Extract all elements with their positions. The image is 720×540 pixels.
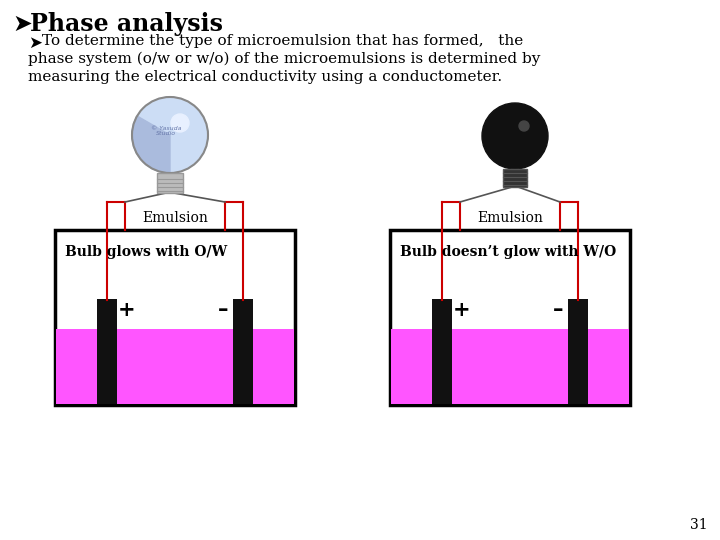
Text: ➤: ➤: [12, 12, 32, 36]
Bar: [432, 299, 452, 404]
Bar: [97, 299, 117, 404]
Bar: [233, 299, 253, 404]
Bar: [157, 173, 183, 193]
Text: measuring the electrical conductivity using a conductometer.: measuring the electrical conductivity us…: [28, 70, 502, 84]
Circle shape: [171, 114, 189, 132]
Text: phase system (o/w or w/o) of the microemulsions is determined by: phase system (o/w or w/o) of the microem…: [28, 52, 541, 66]
Circle shape: [132, 97, 208, 173]
Text: © Yasuda
Studio: © Yasuda Studio: [150, 126, 181, 137]
Bar: [568, 299, 588, 404]
Text: ➤: ➤: [28, 34, 42, 52]
Bar: [55, 230, 295, 405]
Text: Emulsion: Emulsion: [142, 211, 208, 225]
Circle shape: [519, 121, 529, 131]
Text: Bulb glows with O/W: Bulb glows with O/W: [65, 245, 228, 259]
Circle shape: [482, 103, 548, 169]
Bar: [503, 169, 527, 187]
Text: +: +: [453, 300, 471, 320]
Text: +: +: [118, 300, 135, 320]
Bar: [56, 329, 294, 404]
Wedge shape: [132, 116, 170, 173]
Text: –: –: [552, 300, 563, 320]
Text: Phase analysis: Phase analysis: [30, 12, 223, 36]
Text: Bulb doesn’t glow with W/O: Bulb doesn’t glow with W/O: [400, 245, 616, 259]
Text: –: –: [217, 300, 228, 320]
Text: 31: 31: [690, 518, 708, 532]
Text: Emulsion: Emulsion: [477, 211, 543, 225]
Bar: [390, 230, 630, 405]
Bar: [391, 329, 629, 404]
Text: To determine the type of microemulsion that has formed,   the: To determine the type of microemulsion t…: [42, 34, 523, 48]
